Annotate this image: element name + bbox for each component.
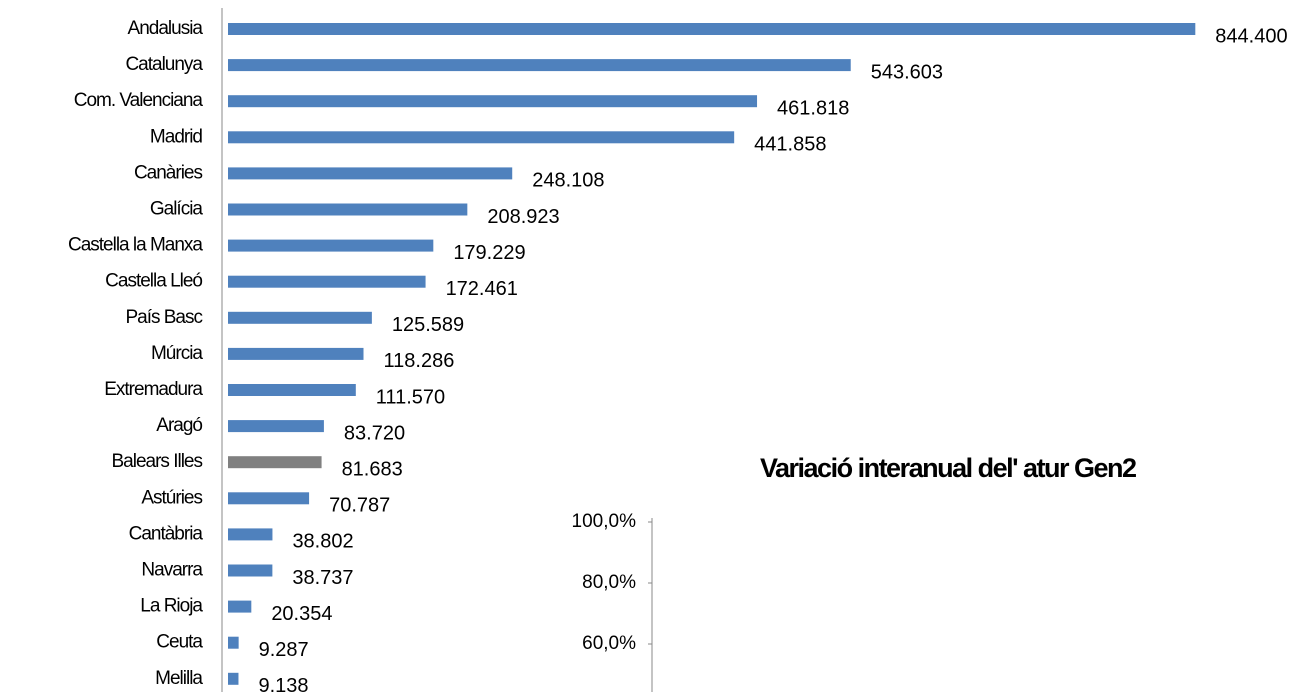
bar [228,636,239,649]
y-tick-label: Múrcia [151,343,203,364]
bar [228,239,434,252]
y-tick-label: 80,0% [582,572,636,593]
bar [228,456,322,469]
y-tick-label: Galícia [150,199,204,220]
bar [228,384,356,396]
y-tick-label: La Rioja [140,596,203,617]
bar [228,203,468,216]
data-label: 179.229 [453,242,525,264]
data-label: 125.589 [392,314,464,336]
bar [228,59,851,72]
y-tick-label: Melilla [155,668,203,689]
bar [228,95,758,108]
data-label: 70.787 [329,495,390,517]
data-label: 38.802 [292,531,353,553]
data-label: 38.737 [292,567,353,589]
data-label: 118.286 [384,350,455,372]
bar [228,672,239,685]
bar [228,167,513,180]
y-tick-label: Astúries [141,487,202,508]
y-tick-label: 60,0% [582,633,636,654]
data-label: 543.603 [871,61,943,83]
y-tick-label: Catalunya [125,54,203,75]
bar [228,528,273,541]
y-tick-label: Com. Valenciana [74,90,204,111]
data-label: 111.570 [376,386,445,408]
bar [228,311,372,324]
y-tick-label: Extremadura [104,379,203,400]
chart-title: Variació interanual del' atur Gen2 [760,453,1136,483]
y-tick-label: Ceuta [156,632,203,653]
y-tick-label: Madrid [150,126,203,147]
bar [228,23,1196,35]
y-tick-label: Navarra [141,560,203,581]
data-label: 83.720 [344,422,405,444]
bar [228,131,735,144]
y-tick-label: Balears Illes [112,451,203,472]
y-tick-label: Aragó [156,415,202,436]
data-label: 172.461 [446,278,518,300]
y-tick-label: Andalusia [128,18,204,39]
bar [228,564,273,577]
data-label: 844.400 [1215,25,1287,47]
data-label: 81.683 [342,458,403,480]
bar [228,600,252,613]
y-tick-label: Castella Lleó [105,271,202,292]
y-tick-label: Castella la Manxa [68,235,203,256]
data-label: 208.923 [487,206,559,228]
y-tick-label: País Basc [125,307,202,328]
data-label: 9.138 [258,675,308,692]
y-tick-label: Cantàbria [129,523,204,544]
data-label: 20.354 [271,603,332,625]
data-label: 9.287 [259,639,309,661]
y-tick-label: Canàries [134,162,203,183]
data-label: 248.108 [532,170,604,192]
bar [228,492,310,505]
y-tick-label: 100,0% [572,511,637,532]
data-label: 441.858 [754,134,826,156]
data-label: 461.818 [777,97,849,119]
bar [228,347,364,360]
bar [228,420,324,433]
bar [228,275,426,288]
